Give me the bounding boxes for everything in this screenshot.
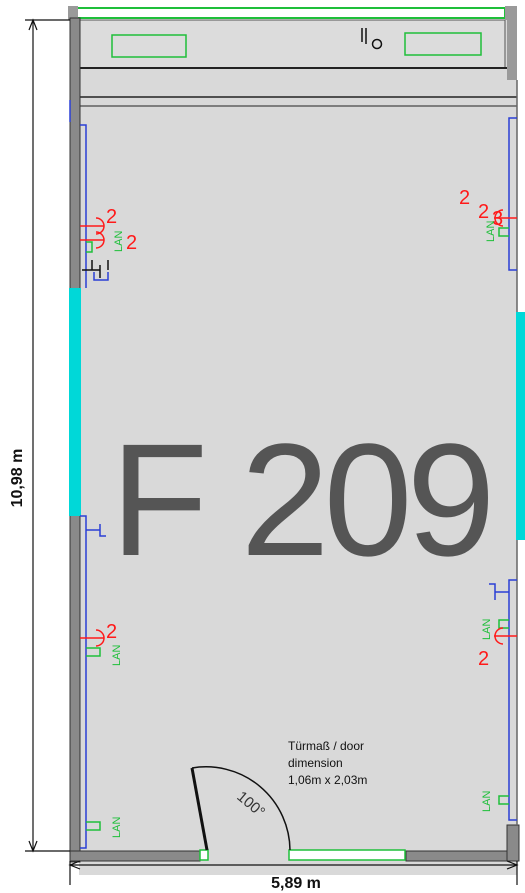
bottom-window-right: [288, 849, 406, 861]
right-window: [516, 312, 525, 540]
outlet-count-label: 2: [126, 232, 137, 254]
right-outlet-group-lower: LAN 2: [478, 583, 517, 670]
lan-label: LAN: [481, 619, 493, 640]
door-swing: [190, 766, 291, 851]
right-outlet-group-bottom: LAN: [481, 791, 509, 812]
outlet-count-label: 2: [478, 201, 489, 223]
right-wall-lower: [506, 824, 520, 862]
top-strip: [78, 19, 506, 69]
lan-label: LAN: [113, 231, 125, 252]
lan-label: LAN: [111, 645, 123, 666]
network-socket-icon: [86, 524, 106, 537]
outlet-count-label: 2: [459, 187, 470, 209]
height-dimension-label: 10,98 m: [9, 449, 26, 508]
left-outlet-group-lower: 2 LAN: [80, 621, 123, 666]
right-outlet-group-upper: 2 2 3 LAN: [459, 187, 517, 242]
width-dimension-label: 5,89 m: [271, 875, 321, 892]
right-wall: [507, 18, 517, 80]
top-light-left: [111, 34, 187, 58]
left-blue-conduit: [69, 100, 87, 849]
network-socket-icon: [93, 272, 109, 281]
width-dimension: [68, 860, 519, 885]
left-window: [69, 288, 81, 516]
data-socket-icon: [82, 260, 109, 278]
door-note-line2: dimension: [288, 756, 343, 770]
outlet-count-label: 2: [478, 648, 489, 670]
left-outlet-group-upper: 2 2 LAN: [80, 206, 137, 281]
fixture-small-text: [361, 28, 367, 44]
room-floor: [79, 20, 517, 875]
door-note-line1: Türmaß / door: [288, 739, 364, 753]
lan-label: LAN: [485, 221, 497, 242]
room-number: F 209: [110, 410, 489, 589]
bottom-wall-left: [69, 850, 201, 862]
lan-label: LAN: [481, 791, 493, 812]
top-wall-right: [505, 6, 517, 20]
right-blue-conduit: [508, 117, 517, 821]
bottom-wall-right: [405, 850, 518, 862]
height-dimension: [25, 18, 70, 853]
top-light-right: [404, 32, 482, 56]
network-socket-icon: [489, 583, 509, 600]
top-window: [71, 7, 506, 19]
outlet-count-label: 2: [106, 206, 117, 228]
top-wall-left: [68, 6, 78, 20]
ceiling-fixture-icon: [371, 38, 383, 50]
door-note-line3: 1,06m x 2,03m: [288, 773, 367, 787]
bottom-window-left: [199, 849, 209, 861]
outlet-count-label: 2: [106, 621, 117, 643]
lan-label: LAN: [111, 817, 123, 838]
outlet-count-label: 3: [492, 208, 503, 230]
left-outlet-group-bottom: LAN: [86, 817, 123, 838]
